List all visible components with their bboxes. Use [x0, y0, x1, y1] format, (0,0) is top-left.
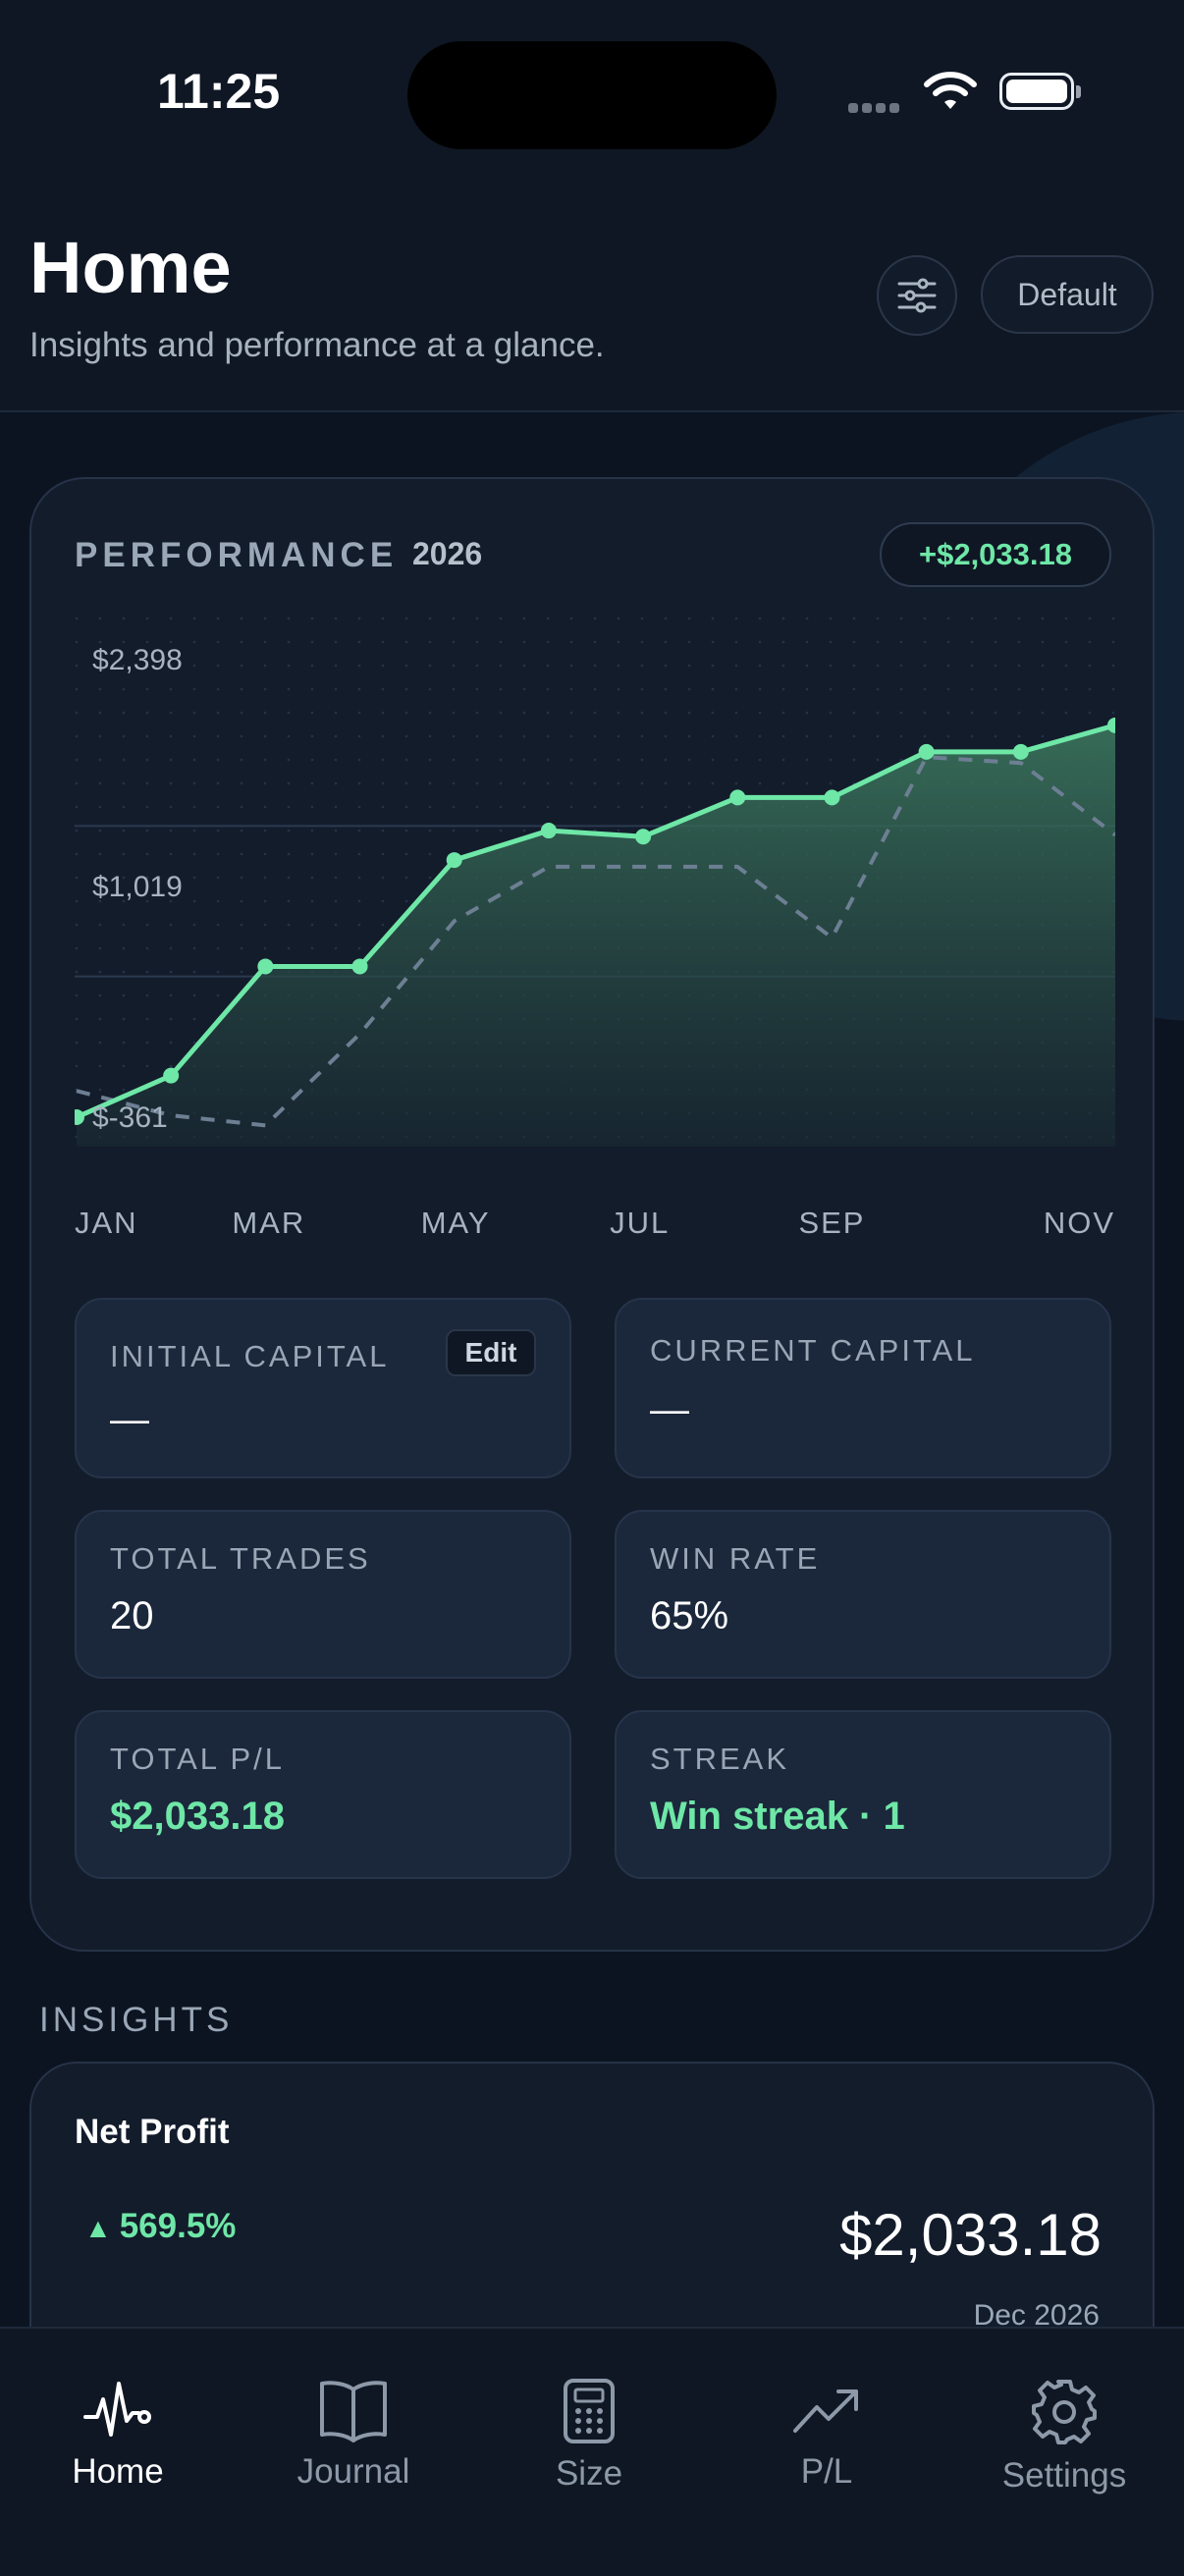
- insight-amount: $2,033.18: [839, 2202, 1102, 2268]
- tab-journal-label: Journal: [296, 2452, 410, 2491]
- x-tick-label: MAR: [232, 1206, 306, 1240]
- default-button[interactable]: Default: [981, 255, 1154, 334]
- insights-heading: INSIGHTS: [39, 2001, 234, 2039]
- x-axis-ticks: JAN MAR MAY JUL SEP NOV: [75, 1206, 1115, 1245]
- insight-pct-value: 569.5%: [119, 2207, 237, 2245]
- streak-label: STREAK: [650, 1742, 790, 1776]
- x-tick-label: MAY: [420, 1206, 491, 1240]
- series-main-point: [257, 958, 274, 975]
- x-tick-label: SEP: [798, 1206, 866, 1240]
- performance-chart[interactable]: $2,398 $1,019 $-361: [75, 617, 1115, 1147]
- gear-icon: [1032, 2380, 1097, 2444]
- insight-date: Dec 2026: [973, 2299, 1100, 2327]
- tab-size-label: Size: [555, 2454, 623, 2493]
- page-header: Home Insights and performance at a glanc…: [0, 196, 1184, 412]
- edit-capital-button[interactable]: Edit: [446, 1329, 536, 1376]
- x-tick-label: JAN: [75, 1206, 138, 1240]
- battery-icon: [999, 73, 1081, 110]
- cellular-signal-icon: [848, 100, 903, 118]
- total-trades-value: 20: [110, 1594, 154, 1637]
- y-tick-label: $-361: [92, 1101, 168, 1134]
- net-profit-card[interactable]: Net Profit ▲ 569.5% $2,033.18 Dec 2026: [29, 2062, 1155, 2327]
- book-icon: [320, 2381, 387, 2442]
- x-tick-label: NOV: [1043, 1206, 1115, 1240]
- series-main-point: [729, 789, 746, 806]
- tab-home-label: Home: [72, 2452, 164, 2491]
- tab-settings[interactable]: Settings: [966, 2378, 1162, 2496]
- series-area-fill: [77, 724, 1115, 1147]
- series-main-point: [635, 829, 652, 845]
- tab-home[interactable]: Home: [20, 2378, 216, 2496]
- series-main-point: [75, 1109, 84, 1125]
- sliders-icon: [897, 278, 937, 313]
- streak-card: STREAK Win streak · 1: [615, 1710, 1111, 1879]
- calculator-icon: [564, 2379, 615, 2443]
- tab-journal[interactable]: Journal: [255, 2378, 452, 2496]
- initial-capital-label: INITIAL CAPITAL: [110, 1339, 390, 1373]
- series-main-point: [446, 852, 462, 869]
- tab-bar: Home Journal Size P/L: [0, 2327, 1184, 2576]
- series-main-point: [824, 789, 840, 806]
- wifi-icon: [924, 72, 977, 109]
- series-main-point: [1012, 743, 1029, 760]
- tab-pl[interactable]: P/L: [728, 2378, 925, 2496]
- status-time: 11:25: [157, 64, 281, 119]
- page-title: Home: [29, 227, 232, 308]
- performance-year: 2026: [412, 536, 483, 571]
- series-main-point: [1107, 717, 1115, 733]
- activity-icon: [83, 2382, 151, 2437]
- status-bar: 11:25: [0, 0, 1184, 196]
- current-capital-value: —: [650, 1388, 689, 1431]
- total-pl-label: TOTAL P/L: [110, 1742, 286, 1776]
- performance-card: PERFORMANCE 2026 +$2,033.18 $2,398 $1,019…: [29, 477, 1155, 1952]
- current-capital-label: CURRENT CAPITAL: [650, 1333, 976, 1368]
- dynamic-island: [407, 41, 777, 149]
- tab-size[interactable]: Size: [491, 2378, 687, 2496]
- tab-pl-label: P/L: [800, 2452, 853, 2491]
- filter-button[interactable]: [877, 255, 957, 336]
- series-main-point: [351, 958, 368, 975]
- insight-title: Net Profit: [75, 2113, 230, 2151]
- page-subtitle: Insights and performance at a glance.: [29, 326, 605, 364]
- total-trades-label: TOTAL TRADES: [110, 1541, 371, 1576]
- y-tick-label: $1,019: [92, 871, 183, 903]
- trending-up-icon: [793, 2389, 858, 2433]
- main-content[interactable]: PERFORMANCE 2026 +$2,033.18 $2,398 $1,019…: [0, 412, 1184, 2327]
- tab-settings-label: Settings: [1001, 2456, 1127, 2495]
- insight-percentage: ▲ 569.5%: [84, 2207, 236, 2246]
- performance-badge: +$2,033.18: [880, 522, 1111, 587]
- series-main-point: [540, 823, 557, 839]
- y-tick-label: $2,398: [92, 644, 183, 676]
- x-tick-label: JUL: [610, 1206, 671, 1240]
- total-pl-value: $2,033.18: [110, 1795, 285, 1838]
- total-pl-card: TOTAL P/L $2,033.18: [75, 1710, 571, 1879]
- total-trades-card: TOTAL TRADES 20: [75, 1510, 571, 1679]
- series-dashed-line: [76, 755, 1115, 1128]
- current-capital-card: CURRENT CAPITAL —: [615, 1298, 1111, 1478]
- initial-capital-value: —: [110, 1398, 149, 1441]
- win-rate-card: WIN RATE 65%: [615, 1510, 1111, 1679]
- performance-label: PERFORMANCE: [75, 536, 399, 574]
- initial-capital-card[interactable]: INITIAL CAPITAL Edit —: [75, 1298, 571, 1478]
- streak-value: Win streak · 1: [650, 1795, 905, 1838]
- series-main-point: [163, 1067, 180, 1084]
- win-rate-value: 65%: [650, 1594, 729, 1637]
- win-rate-label: WIN RATE: [650, 1541, 821, 1576]
- triangle-up-icon: ▲: [84, 2213, 112, 2243]
- series-main-line: [75, 723, 1115, 1120]
- series-main-point: [918, 743, 935, 760]
